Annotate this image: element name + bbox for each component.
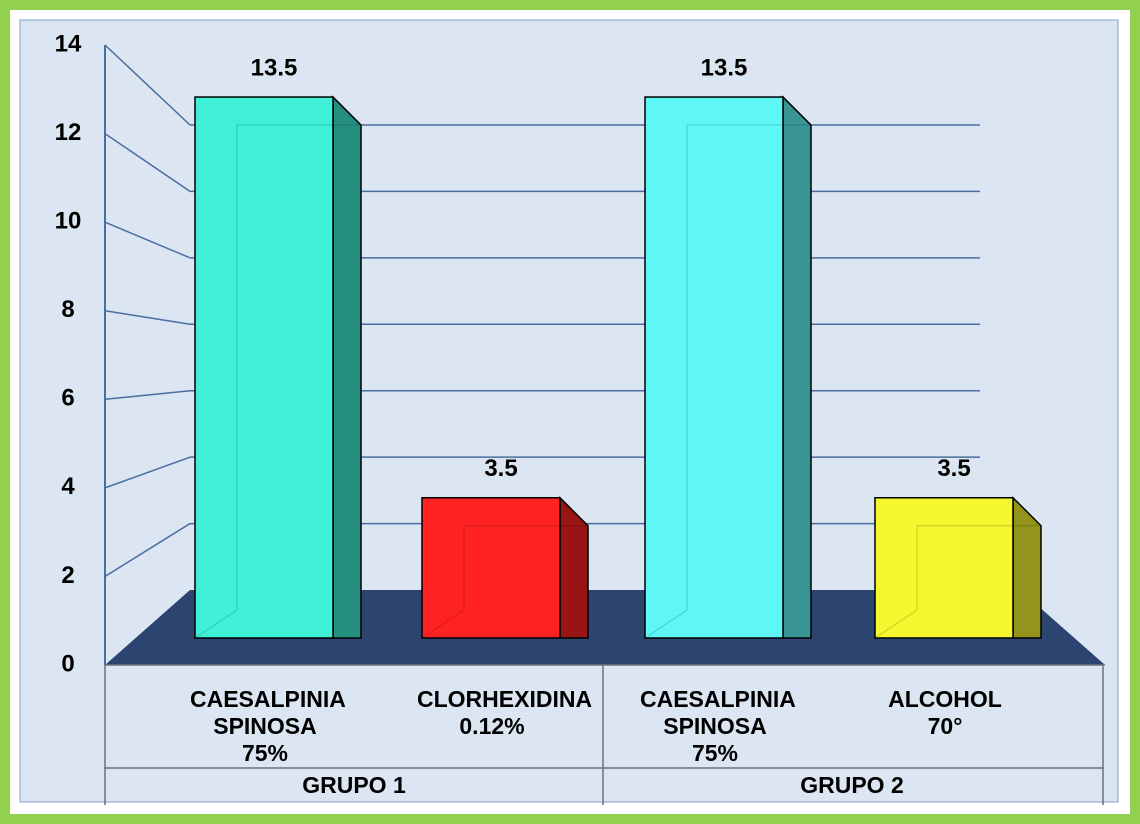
bar-side (332, 95, 362, 639)
x-tick-label: ALCOHOL 70° (888, 686, 1002, 739)
bar-edge (874, 525, 1041, 639)
bar-edge (194, 124, 361, 639)
bar (421, 497, 561, 639)
bar (194, 96, 334, 639)
x-label-box (104, 664, 1105, 805)
value-label: 13.5 (701, 54, 748, 81)
group-label: GRUPO 2 (800, 772, 904, 798)
x-tick-label: CAESALPINIA SPINOSA 75% (190, 686, 346, 766)
y-tick-label: 2 (61, 562, 74, 589)
group-label: GRUPO 1 (302, 772, 406, 798)
grid-line (104, 456, 191, 489)
value-label: 13.5 (251, 54, 298, 81)
bar (874, 497, 1014, 639)
x-tick-label: CLORHEXIDINA 0.12% (417, 686, 593, 739)
y-tick-label: 14 (55, 30, 82, 57)
grid-line (104, 44, 191, 126)
value-label: 3.5 (484, 455, 517, 482)
y-tick-label: 0 (61, 650, 74, 677)
value-label: 3.5 (937, 455, 970, 482)
bar-edge (644, 124, 811, 639)
y-tick-label: 8 (61, 296, 74, 323)
bar-edge (421, 525, 588, 639)
bar (644, 96, 784, 639)
grid-line (104, 522, 191, 578)
grid-line (104, 132, 191, 193)
grid-line (104, 309, 191, 326)
plot-area (19, 19, 1119, 803)
grid-line (104, 221, 191, 259)
x-tick-label: CAESALPINIA SPINOSA 75% (640, 686, 796, 766)
y-tick-label: 4 (61, 473, 75, 500)
y-tick-label: 12 (55, 119, 82, 146)
y-tick-label: 6 (61, 385, 74, 412)
y-tick-label: 10 (55, 207, 82, 234)
bar-side (782, 95, 812, 639)
grid-line (104, 389, 191, 401)
